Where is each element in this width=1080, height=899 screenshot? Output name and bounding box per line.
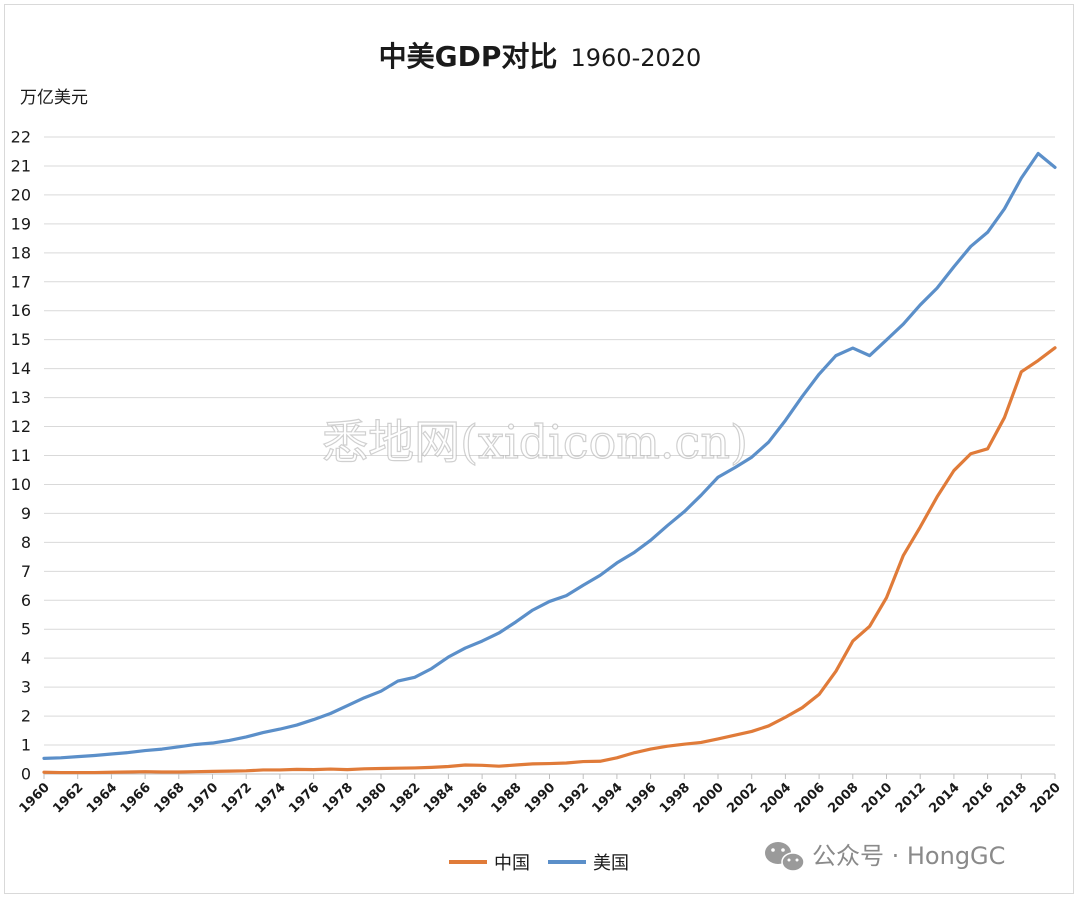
- y-tick-label: 19: [11, 214, 31, 233]
- watermark-text: 悉地网(xidicom.cn): [322, 415, 748, 469]
- x-tick-label: 1970: [185, 780, 221, 816]
- brand-badge: 公众号 · HongGC: [765, 842, 1005, 872]
- x-tick-label: 1966: [118, 780, 154, 816]
- legend: 中国 美国: [449, 853, 629, 874]
- y-tick-label: 18: [11, 243, 31, 262]
- x-tick-label: 2020: [1028, 780, 1064, 816]
- y-tick-label: 10: [11, 475, 31, 494]
- x-tick-label: 2004: [758, 780, 794, 816]
- x-tick-label: 1964: [84, 780, 120, 816]
- x-tick-label: 2000: [691, 780, 727, 816]
- y-tick-label: 11: [11, 446, 31, 465]
- x-tick-label: 2008: [825, 780, 861, 816]
- y-tick-label: 21: [11, 156, 31, 175]
- x-tick-label: 1996: [623, 780, 659, 816]
- y-tick-label: 6: [21, 591, 31, 610]
- wechat-icon: [765, 842, 805, 872]
- y-tick-label: 16: [11, 301, 31, 320]
- x-tick-label: 1998: [657, 780, 693, 816]
- y-tick-label: 17: [11, 272, 31, 291]
- x-tick-label: 2006: [792, 780, 828, 816]
- y-tick-label: 7: [21, 562, 31, 581]
- chart-title-years: 1960-2020: [571, 44, 702, 72]
- x-tick-label: 1994: [590, 780, 626, 816]
- x-axis-ticks: 1960196219641966196819701972197419761978…: [17, 774, 1064, 816]
- x-tick-label: 1982: [387, 780, 423, 816]
- y-tick-label: 4: [21, 649, 31, 668]
- y-tick-label: 2: [21, 707, 31, 726]
- x-tick-label: 1992: [556, 780, 592, 816]
- x-tick-label: 2014: [927, 780, 963, 816]
- x-tick-label: 1988: [488, 780, 524, 816]
- y-tick-label: 22: [11, 128, 31, 147]
- x-tick-label: 2016: [960, 780, 996, 816]
- x-tick-label: 2002: [724, 780, 760, 816]
- y-tick-label: 14: [11, 359, 31, 378]
- x-tick-label: 1962: [50, 780, 86, 816]
- x-tick-label: 1968: [151, 780, 187, 816]
- y-tick-label: 15: [11, 330, 31, 349]
- y-tick-label: 8: [21, 533, 31, 552]
- x-tick-label: 1972: [219, 780, 255, 816]
- y-axis-unit-label: 万亿美元: [20, 88, 88, 108]
- y-tick-label: 0: [21, 765, 31, 784]
- y-tick-label: 5: [21, 620, 31, 639]
- y-tick-label: 3: [21, 678, 31, 697]
- x-tick-label: 1960: [17, 780, 53, 816]
- chart-title: 中美GDP对比 1960-2020: [379, 40, 702, 73]
- x-tick-label: 1978: [320, 780, 356, 816]
- legend-label-usa: 美国: [593, 853, 629, 874]
- legend-label-china: 中国: [494, 853, 530, 874]
- chart-title-main: 中美GDP对比: [379, 40, 558, 73]
- x-tick-label: 1986: [455, 780, 491, 816]
- y-tick-label: 1: [21, 736, 31, 755]
- x-tick-label: 1974: [253, 780, 289, 816]
- x-tick-label: 1980: [354, 780, 390, 816]
- y-tick-label: 13: [11, 388, 31, 407]
- series-line-usa: [42, 151, 1057, 760]
- x-tick-label: 2010: [859, 780, 895, 816]
- y-tick-label: 9: [21, 504, 31, 523]
- x-tick-label: 1990: [522, 780, 558, 816]
- y-tick-label: 12: [11, 417, 31, 436]
- x-tick-label: 1976: [286, 780, 322, 816]
- series-line-china: [42, 346, 1057, 775]
- x-tick-label: 1984: [421, 780, 457, 816]
- x-tick-label: 2018: [994, 780, 1030, 816]
- brand-text: 公众号 · HongGC: [812, 842, 1005, 870]
- series-lines: [42, 151, 1057, 775]
- x-tick-label: 2012: [893, 780, 929, 816]
- y-tick-label: 20: [11, 185, 31, 204]
